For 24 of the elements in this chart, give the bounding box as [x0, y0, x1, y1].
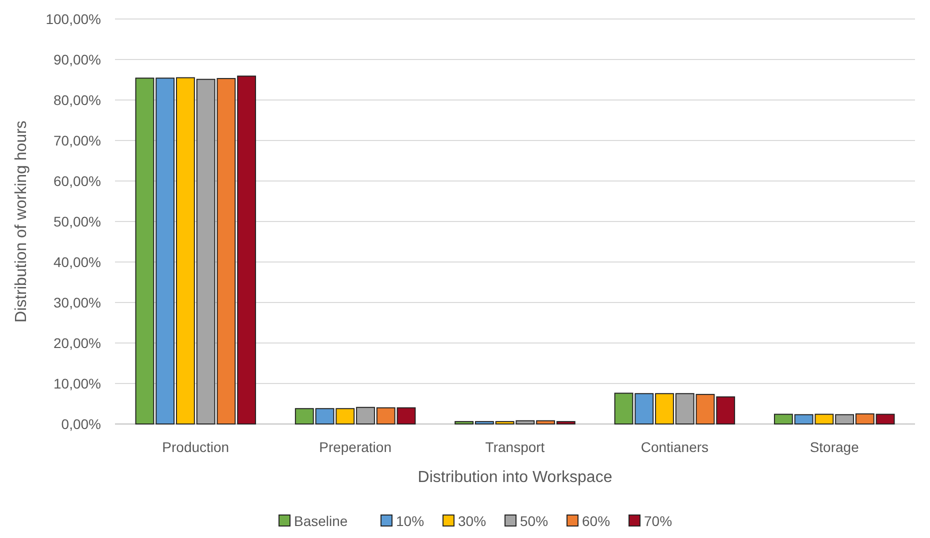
y-tick-label: 100,00%	[46, 10, 101, 27]
x-tick-label: Transport	[485, 439, 545, 455]
y-tick-label: 40,00%	[54, 254, 101, 270]
x-tick-label: Production	[162, 439, 230, 455]
x-tick-label: Storage	[810, 439, 860, 455]
x-tick-label: Contianers	[640, 439, 709, 455]
y-tick-label: 50,00%	[54, 213, 101, 230]
y-tick-label: 30,00%	[54, 294, 101, 310]
y-tick-label: 70,00%	[54, 132, 101, 148]
y-tick-label: 20,00%	[54, 334, 101, 351]
legend-label: Baseline	[294, 513, 348, 529]
x-tick-label: Preperation	[319, 439, 392, 455]
legend-label: 70%	[644, 513, 672, 529]
legend-label: 60%	[582, 513, 610, 529]
y-tick-label: 10,00%	[54, 375, 101, 392]
y-tick-label: 80,00%	[54, 92, 101, 108]
y-tick-label: 60,00%	[54, 172, 101, 189]
legend-label: 10%	[396, 513, 424, 529]
y-axis-title: Distribution of working hours	[13, 120, 30, 322]
x-axis-title: Distribution into Workspace	[418, 469, 612, 486]
y-tick-label: 90,00%	[54, 51, 101, 68]
legend-label: 30%	[458, 513, 486, 529]
y-tick-label: 0,00%	[61, 416, 101, 432]
legend-label: 50%	[520, 513, 548, 529]
